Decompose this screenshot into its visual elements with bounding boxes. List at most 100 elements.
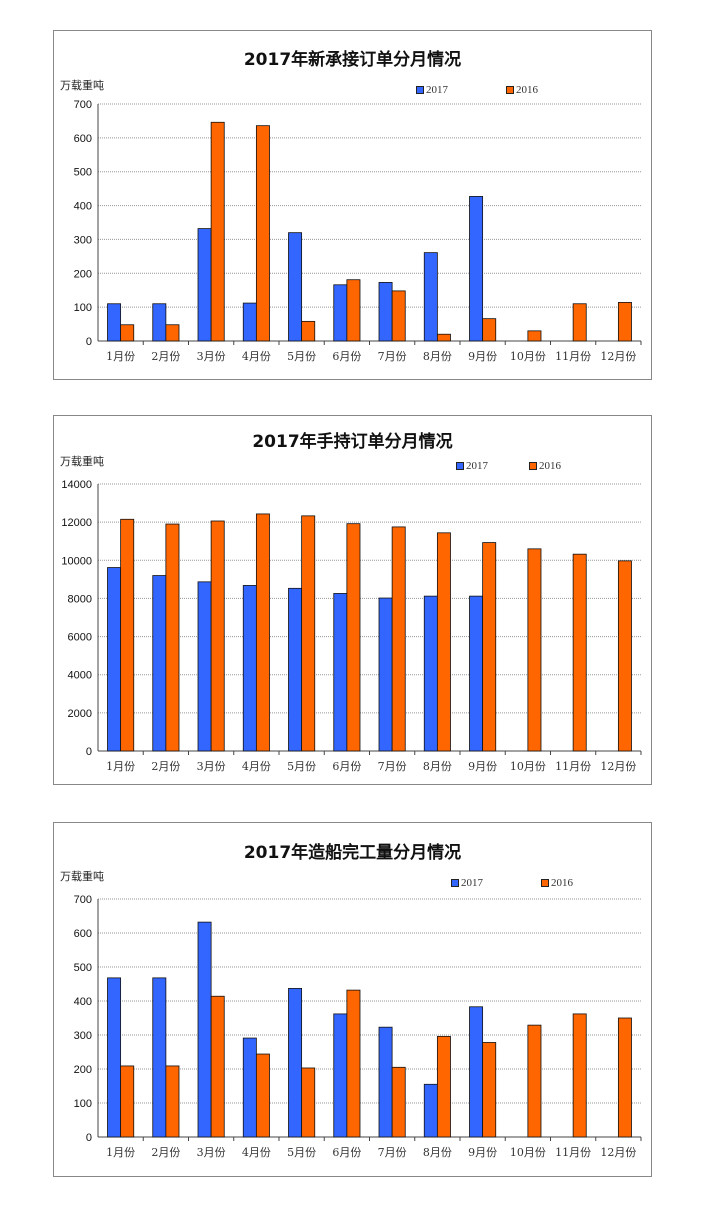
y-tick-label: 2000 bbox=[68, 708, 92, 720]
x-tick-label: 5月份 bbox=[287, 1146, 316, 1159]
legend-label: 2016 bbox=[551, 877, 573, 889]
y-tick-label: 10000 bbox=[61, 555, 92, 567]
y-tick-label: 8000 bbox=[68, 593, 92, 605]
bar-2016-7 bbox=[391, 1066, 406, 1138]
bar-2016-4 bbox=[255, 1053, 270, 1138]
y-axis-unit: 万载重吨 bbox=[60, 79, 104, 92]
legend-item-2017: 2017 bbox=[456, 460, 488, 472]
bar-2017-3 bbox=[197, 228, 212, 342]
y-tick-label: 700 bbox=[74, 99, 92, 111]
chart-plot: 0 2000 4000 6000 8000 10000 12000 14000 1月份 2月份 3月… bbox=[61, 479, 642, 773]
chart-orderbook: 2017年手持订单分月情况 万载重吨 2017 2016 0 2000 4000 60… bbox=[53, 415, 652, 785]
y-tick-label: 200 bbox=[74, 268, 92, 280]
bar-2016-1 bbox=[120, 324, 135, 342]
chart-title: 2017年新承接订单分月情况 bbox=[243, 50, 462, 70]
x-tick-label: 2月份 bbox=[151, 350, 180, 363]
x-tick-label: 2月份 bbox=[151, 1146, 180, 1159]
chart-plot: 0 100 200 300 400 500 600 700 1月份 2月份 3月份 4月份 5月份 6月份… bbox=[74, 894, 642, 1159]
x-tick-label: 7月份 bbox=[378, 350, 407, 363]
bar-2017-1 bbox=[107, 303, 122, 342]
x-tick-label: 3月份 bbox=[197, 1146, 226, 1159]
bar-2017-3 bbox=[197, 581, 212, 752]
bar-2017-6 bbox=[333, 593, 348, 752]
y-tick-label: 0 bbox=[86, 746, 92, 758]
bar-2017-9 bbox=[469, 595, 484, 752]
x-tick-label: 9月份 bbox=[468, 350, 497, 363]
bar-2017-5 bbox=[288, 988, 303, 1138]
x-tick-label: 5月份 bbox=[287, 350, 316, 363]
x-tick-label: 3月份 bbox=[197, 350, 226, 363]
bar-2016-8 bbox=[436, 333, 451, 342]
y-tick-label: 14000 bbox=[61, 479, 92, 491]
bar-2017-6 bbox=[333, 284, 348, 342]
x-tick-label: 4月份 bbox=[242, 1146, 271, 1159]
bar-2016-5 bbox=[301, 515, 316, 752]
x-tick-label: 6月份 bbox=[332, 1146, 361, 1159]
legend-label: 2017 bbox=[461, 877, 483, 889]
y-tick-label: 600 bbox=[74, 133, 92, 145]
y-tick-label: 300 bbox=[74, 1030, 92, 1042]
bar-2016-10 bbox=[527, 330, 542, 342]
y-tick-label: 700 bbox=[74, 894, 92, 906]
x-tick-label: 9月份 bbox=[468, 1146, 497, 1159]
bar-2016-2 bbox=[165, 324, 180, 342]
bar-2017-7 bbox=[378, 282, 393, 342]
x-tick-label: 4月份 bbox=[242, 760, 271, 773]
x-tick-label: 8月份 bbox=[423, 1146, 452, 1159]
x-tick-label: 3月份 bbox=[197, 760, 226, 773]
bar-2017-3 bbox=[197, 921, 212, 1138]
bar-2016-11 bbox=[572, 553, 587, 752]
bar-2016-3 bbox=[210, 995, 225, 1138]
legend-item-2016: 2016 bbox=[529, 460, 561, 472]
chart-completions: 2017年造船完工量分月情况 万载重吨 2017 2016 0 100 200 300… bbox=[53, 822, 652, 1177]
legend-item-2017: 2017 bbox=[416, 84, 448, 96]
bar-2017-9 bbox=[469, 1006, 484, 1138]
x-tick-label: 2月份 bbox=[151, 760, 180, 773]
y-tick-label: 300 bbox=[74, 234, 92, 246]
bar-2016-9 bbox=[482, 318, 497, 342]
x-tick-label: 5月份 bbox=[287, 760, 316, 773]
legend-item-2017: 2017 bbox=[451, 877, 483, 889]
bar-2017-8 bbox=[423, 595, 438, 752]
bar-2016-9 bbox=[482, 542, 497, 752]
bar-2016-9 bbox=[482, 1042, 497, 1138]
x-tick-label: 7月份 bbox=[378, 1146, 407, 1159]
bar-2016-3 bbox=[210, 520, 225, 752]
bar-2016-8 bbox=[436, 1035, 451, 1138]
bar-2016-10 bbox=[527, 548, 542, 752]
bar-2017-2 bbox=[152, 575, 167, 752]
bar-2016-12 bbox=[617, 1017, 632, 1138]
x-tick-label: 9月份 bbox=[468, 760, 497, 773]
bar-2017-7 bbox=[378, 1026, 393, 1138]
bar-2017-2 bbox=[152, 977, 167, 1138]
x-tick-label: 7月份 bbox=[378, 760, 407, 773]
bar-2017-8 bbox=[423, 252, 438, 342]
y-tick-label: 6000 bbox=[68, 632, 92, 644]
bar-2017-5 bbox=[288, 587, 303, 752]
y-tick-label: 0 bbox=[86, 336, 92, 348]
legend-label: 2017 bbox=[426, 84, 448, 96]
legend-item-2016: 2016 bbox=[506, 84, 538, 96]
x-tick-label: 12月份 bbox=[600, 1146, 636, 1159]
bar-2016-6 bbox=[346, 523, 361, 752]
x-tick-label: 8月份 bbox=[423, 760, 452, 773]
y-tick-label: 4000 bbox=[68, 670, 92, 682]
chart-plot: 0 100 200 300 400 500 600 700 1月份 2月份 3月份 4月份 5月份 6月份… bbox=[74, 99, 642, 363]
bar-2016-3 bbox=[210, 121, 225, 342]
legend-swatch bbox=[529, 462, 537, 470]
x-tick-label: 4月份 bbox=[242, 350, 271, 363]
x-tick-label: 1月份 bbox=[106, 760, 135, 773]
x-tick-label: 6月份 bbox=[332, 760, 361, 773]
bar-2016-5 bbox=[301, 1067, 316, 1138]
bar-2017-1 bbox=[107, 977, 122, 1138]
y-axis-unit: 万载重吨 bbox=[60, 455, 104, 468]
x-tick-label: 11月份 bbox=[555, 350, 591, 363]
legend-label: 2016 bbox=[516, 84, 538, 96]
bar-2016-2 bbox=[165, 523, 180, 752]
bar-2016-7 bbox=[391, 290, 406, 342]
chart-title: 2017年造船完工量分月情况 bbox=[243, 843, 462, 863]
x-tick-label: 1月份 bbox=[106, 350, 135, 363]
bar-2017-1 bbox=[107, 567, 122, 752]
chart-new-orders: 2017年新承接订单分月情况 万载重吨 2017 2016 0 100 200 300… bbox=[53, 30, 652, 380]
bar-2017-8 bbox=[423, 1083, 438, 1138]
